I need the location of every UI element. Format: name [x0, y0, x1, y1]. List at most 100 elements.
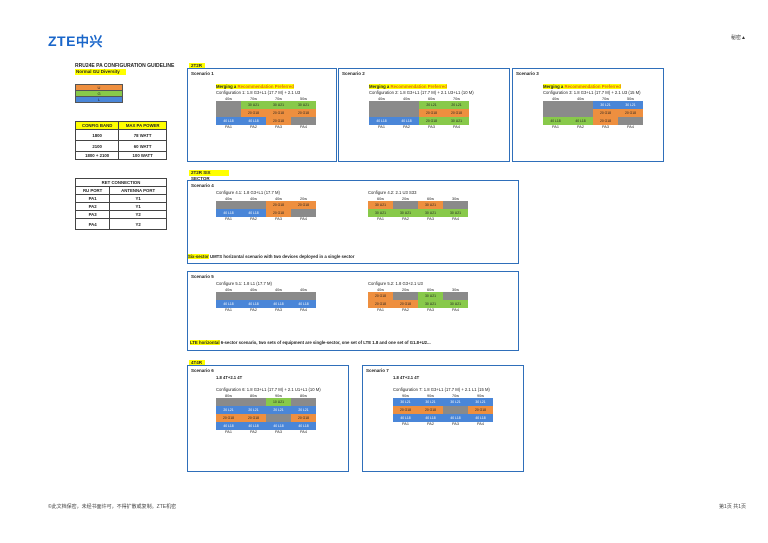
config-label: Configure 5.2: 1.8 G3+2.1 U3 — [368, 281, 423, 286]
pa-cell: 10 U21 — [266, 398, 291, 406]
pa-label: PA2 — [403, 125, 410, 129]
pa-label: PA4 — [453, 125, 460, 129]
pa-cell — [369, 109, 394, 117]
pa-cell: 20 G18 — [468, 406, 493, 414]
pa-label: PA3 — [427, 217, 434, 221]
cells: 20 G18 30 U21 20 G18 20 G18 30 U21 30 U21 — [368, 292, 468, 308]
power-value: 70w — [452, 394, 459, 398]
pa-label: PA1 — [378, 125, 385, 129]
power-value: 90w — [402, 394, 409, 398]
power-table: CONFIG BAND MAX PA POWER 1800 78 WATT 2100… — [74, 121, 167, 160]
section-2t2r: 2T2R — [189, 63, 205, 69]
pa-cell — [543, 101, 568, 109]
pa-grid: 80w 80w 90w 80w 10 U21 20 L21 20 L21 20 L21 20 … — [216, 394, 316, 434]
table-cell: 78 WATT — [118, 129, 167, 141]
pa-cell — [216, 109, 241, 117]
power-value: 70w — [453, 97, 460, 101]
pa-row: PA1 PA2 PA3 PA4 — [216, 430, 316, 434]
pa-cell: 20 G18 — [291, 109, 316, 117]
table-cell: PA4 — [74, 218, 111, 230]
pa-cell: 40 L18 — [393, 414, 418, 422]
pa-cell: 20 G18 — [266, 109, 291, 117]
pa-cell: 30 U21 — [444, 117, 469, 125]
pa-row: PA1 PA2 PA3 PA4 — [368, 308, 468, 312]
pa-cell: 40 L18 — [241, 300, 266, 308]
cells: 10 U21 20 L21 20 L21 20 L21 20 L21 20 G18 20 G… — [216, 398, 316, 430]
power-value: 20w — [300, 197, 307, 201]
pa-cell: 30 U21 — [418, 292, 443, 300]
config-label: Configure 4.2: 2.1 U3 S33 — [368, 190, 417, 195]
pa-label: PA3 — [275, 125, 282, 129]
pa-cell: 40 L18 — [418, 414, 443, 422]
pa-row: PA1 PA2 PA3 PA4 — [368, 217, 468, 221]
pa-cell: 30 U21 — [368, 209, 393, 217]
legend-g: G — [75, 90, 123, 96]
pa-cell: 20 G18 — [368, 300, 393, 308]
power-value: 40w — [377, 288, 384, 292]
pa-cell — [291, 117, 316, 125]
table-cell: Y2 — [109, 210, 167, 219]
table-cell: 100 WATT — [118, 151, 167, 160]
color-legend: U G L — [75, 84, 123, 103]
pa-cell: 20 G18 — [216, 414, 241, 422]
pa-cell — [443, 406, 468, 414]
scenario-note: LTE horizontal 6-sector scenario, two se… — [190, 340, 431, 345]
pa-cell — [216, 292, 241, 300]
pa-row: PA1 PA2 PA3 PA4 — [393, 422, 493, 426]
pa-label: PA4 — [627, 125, 634, 129]
pa-cell: 30 U21 — [418, 201, 443, 209]
table-cell: 1800 — [74, 129, 120, 141]
pa-cell — [393, 201, 418, 209]
logo-cn-text: 中兴 — [75, 34, 103, 49]
pa-cell: 20 L21 — [419, 101, 444, 109]
merge-prefix: Merging a — [216, 84, 238, 89]
pa-label: PA2 — [250, 125, 257, 129]
cells: 30 L21 30 L21 20 G18 20 G18 40 L18 40 L18 20 G… — [543, 101, 643, 125]
pa-cell: 20 G18 — [393, 406, 418, 414]
confidential-label: 秘密▲ — [731, 35, 746, 41]
pa-cell: 20 G18 — [266, 201, 291, 209]
pa-cell: 20 G18 — [266, 117, 291, 125]
pa-label: PA3 — [602, 125, 609, 129]
pa-cell: 30 U21 — [368, 201, 393, 209]
pa-label: PA1 — [225, 125, 232, 129]
scenario-4-box: Scenario 4 Configure 4.1: 1.8 G3+L1 (17.… — [187, 180, 519, 264]
merge-mode: Recommendation Preferred — [390, 84, 447, 89]
pa-cell: 20 G18 — [419, 109, 444, 117]
page-number: 第1页 共1页 — [719, 504, 746, 510]
pa-cell: 20 G18 — [593, 109, 618, 117]
power-value: 40w — [300, 288, 307, 292]
scenario-note: Six-sector UMTS horizontal scenario with… — [188, 254, 354, 259]
pa-cell: 40 L18 — [241, 117, 266, 125]
pa-cell: 20 G18 — [291, 201, 316, 209]
pa-cell: 20 G18 — [241, 414, 266, 422]
cells: 20 G18 20 G18 40 L18 40 L18 20 G18 — [216, 201, 316, 217]
pa-label: PA2 — [402, 308, 409, 312]
legend-u: U — [75, 84, 123, 90]
power-value: 40w — [577, 97, 584, 101]
pa-cell — [241, 398, 266, 406]
pa-cell: 40 L18 — [241, 209, 266, 217]
pa-cell: 30 U21 — [241, 101, 266, 109]
power-value: 60w — [377, 197, 384, 201]
pa-cell: 20 G18 — [444, 109, 469, 117]
scenario-5-box: Scenario 5 Configure 5.1: 1.8 L1 (17.7 M… — [187, 271, 519, 351]
merge-note: Merging a Recommendation Preferred — [369, 84, 447, 89]
pa-grid: 40w 40w 70w 50w 30 L21 30 L21 20 G18 20 G18 40 … — [543, 97, 643, 129]
power-value: 40w — [275, 197, 282, 201]
pa-cell: 40 L18 — [291, 422, 316, 430]
table-title: RET CONNECTION — [75, 178, 167, 187]
pa-label: PA2 — [427, 422, 434, 426]
power-value: 70w — [275, 97, 282, 101]
table-cell: Y1 — [109, 202, 167, 211]
pa-cell: 30 U21 — [418, 209, 443, 217]
scenario-title: Scenario 2 — [342, 71, 365, 76]
pa-cell: 40 L18 — [216, 300, 241, 308]
power-value: 40w — [225, 288, 232, 292]
pa-label: PA3 — [275, 217, 282, 221]
pa-cell — [291, 209, 316, 217]
note-highlight: Six-sector — [188, 254, 209, 259]
pa-cell: 40 L18 — [394, 117, 419, 125]
pa-cell: 30 U21 — [418, 300, 443, 308]
power-value: 40w — [275, 288, 282, 292]
